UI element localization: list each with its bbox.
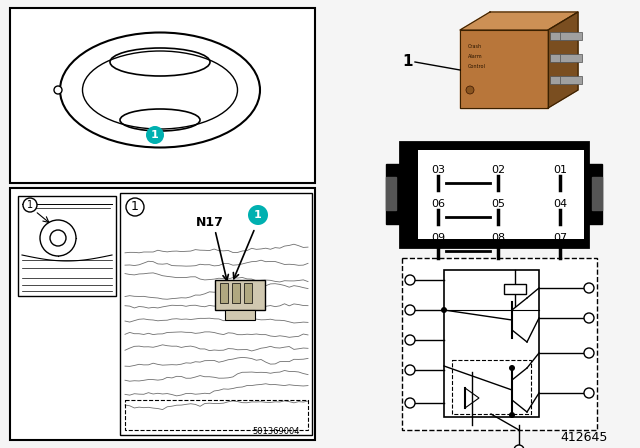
Circle shape: [248, 205, 268, 225]
Bar: [560, 32, 582, 40]
Text: 08: 08: [491, 233, 505, 243]
Text: 501369004: 501369004: [253, 427, 300, 436]
Circle shape: [466, 86, 474, 94]
Text: Alarm: Alarm: [468, 54, 483, 59]
Text: 07: 07: [553, 233, 567, 243]
Polygon shape: [386, 164, 400, 224]
Circle shape: [405, 305, 415, 315]
Polygon shape: [548, 12, 578, 108]
Text: Control: Control: [468, 64, 486, 69]
Text: 412645: 412645: [561, 431, 608, 444]
Text: 03: 03: [431, 165, 445, 175]
Bar: [452, 360, 531, 414]
Text: 01: 01: [553, 165, 567, 175]
Bar: [550, 54, 572, 62]
Text: 05: 05: [491, 199, 505, 209]
Bar: [560, 54, 582, 62]
Polygon shape: [460, 30, 548, 108]
Bar: [560, 76, 582, 84]
Circle shape: [584, 388, 594, 398]
Bar: [125, 400, 308, 430]
Bar: [10, 8, 315, 183]
Circle shape: [514, 445, 524, 448]
Circle shape: [23, 198, 37, 212]
Circle shape: [584, 283, 594, 293]
Circle shape: [441, 307, 447, 313]
Bar: [244, 283, 252, 303]
Bar: [220, 283, 228, 303]
Text: 1: 1: [27, 200, 33, 210]
Bar: [402, 258, 597, 430]
Bar: [215, 280, 265, 310]
Text: Crash: Crash: [468, 44, 482, 49]
Bar: [504, 284, 526, 294]
Text: 04: 04: [553, 199, 567, 209]
Circle shape: [405, 275, 415, 285]
Ellipse shape: [60, 33, 260, 147]
Circle shape: [405, 335, 415, 345]
Bar: [400, 142, 588, 247]
Bar: [18, 196, 116, 296]
Bar: [10, 188, 315, 440]
Text: 1: 1: [254, 210, 262, 220]
Circle shape: [126, 198, 144, 216]
Bar: [550, 32, 572, 40]
Circle shape: [54, 86, 62, 94]
Text: 1: 1: [131, 201, 139, 214]
Bar: [120, 193, 312, 435]
Text: 02: 02: [491, 165, 505, 175]
Polygon shape: [386, 177, 396, 210]
Polygon shape: [592, 177, 602, 210]
Circle shape: [405, 398, 415, 408]
Bar: [550, 76, 572, 84]
Circle shape: [509, 412, 515, 418]
Text: 09: 09: [431, 233, 445, 243]
Bar: [225, 310, 255, 320]
Text: 1: 1: [403, 55, 413, 69]
Circle shape: [509, 365, 515, 371]
Bar: [444, 270, 539, 417]
Text: N17: N17: [196, 215, 224, 228]
Text: 1: 1: [151, 130, 159, 140]
Bar: [418, 150, 584, 239]
Text: 06: 06: [431, 199, 445, 209]
Circle shape: [40, 220, 76, 256]
Circle shape: [584, 348, 594, 358]
Polygon shape: [588, 164, 602, 224]
Bar: [232, 283, 240, 303]
Polygon shape: [460, 12, 578, 30]
Circle shape: [50, 230, 66, 246]
Circle shape: [584, 313, 594, 323]
Circle shape: [146, 126, 164, 144]
Circle shape: [405, 365, 415, 375]
